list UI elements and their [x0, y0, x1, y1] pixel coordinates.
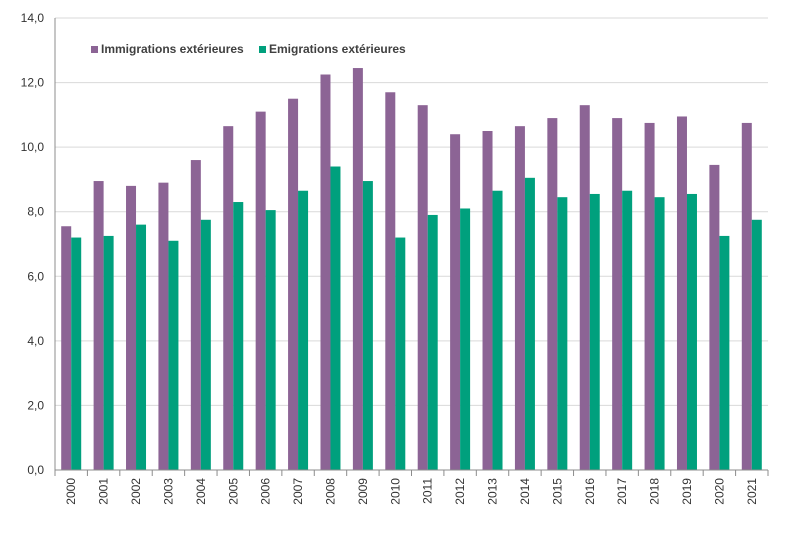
bar-emigrations-2008	[330, 166, 341, 470]
bar-emigrations-2014	[524, 177, 535, 471]
bar-emigrations-2011	[427, 214, 438, 470]
bar-emigrations-2003	[168, 240, 179, 470]
x-tick-label: 2009	[356, 478, 370, 505]
bar-emigrations-2016	[589, 193, 600, 470]
bar-emigrations-2002	[136, 224, 147, 470]
bar-immigrations-2008	[320, 74, 331, 470]
y-tick-label: 4,0	[27, 334, 44, 348]
x-tick-label: 2010	[388, 478, 402, 505]
legend-label-emigrations: Emigrations extérieures	[269, 42, 406, 56]
bar-immigrations-2016	[579, 105, 590, 471]
bar-immigrations-2015	[547, 118, 558, 470]
bar-immigrations-2005	[223, 126, 234, 471]
bar-emigrations-2007	[298, 190, 309, 470]
bar-emigrations-2020	[719, 235, 730, 470]
x-tick-label: 2006	[259, 478, 273, 505]
axes: 0,0 2,0 4,0 6,0 8,0 10,0 12,0 14,0 2000 2001 2002 2…	[21, 11, 769, 505]
bar-immigrations-2019	[676, 116, 687, 470]
bar-immigrations-2009	[352, 68, 363, 471]
x-tick-label: 2021	[745, 478, 759, 505]
bar-emigrations-2009	[362, 181, 373, 471]
bar-immigrations-2001	[93, 181, 104, 471]
x-tick-label: 2011	[421, 478, 435, 504]
legend: Immigrations extérieures Emigrations ext…	[91, 42, 406, 56]
legend-swatch-emigrations	[259, 46, 266, 53]
legend-swatch-immigrations	[91, 46, 98, 53]
bar-emigrations-2015	[557, 197, 568, 470]
bar-immigrations-2014	[514, 126, 525, 471]
bar-emigrations-2013	[492, 190, 503, 470]
y-tick-label: 14,0	[21, 11, 45, 25]
y-tick-label: 10,0	[21, 140, 45, 154]
bar-immigrations-2018	[644, 122, 655, 470]
x-tick-label: 2017	[615, 478, 629, 505]
legend-label-immigrations: Immigrations extérieures	[101, 42, 244, 56]
bar-immigrations-2010	[385, 92, 396, 470]
bar-immigrations-2002	[126, 185, 137, 470]
bar-immigrations-2021	[741, 122, 752, 470]
bar-immigrations-2004	[190, 160, 201, 471]
y-tick-label: 12,0	[21, 76, 45, 90]
bar-immigrations-2011	[417, 105, 428, 471]
x-tick-label: 2015	[550, 478, 564, 505]
x-tick-label: 2013	[486, 478, 500, 505]
bar-emigrations-2012	[460, 208, 471, 470]
x-tick-label: 2004	[194, 478, 208, 505]
bar-emigrations-2019	[686, 193, 697, 470]
x-tick-label: 2007	[291, 478, 305, 505]
bar-emigrations-2006	[265, 210, 276, 470]
y-tick-label: 0,0	[27, 463, 44, 477]
bar-immigrations-2017	[612, 118, 623, 470]
bar-immigrations-2000	[61, 226, 72, 470]
bar-emigrations-2021	[751, 219, 762, 470]
bars	[61, 68, 762, 471]
bar-emigrations-2018	[654, 197, 665, 470]
bar-emigrations-2001	[103, 235, 114, 470]
x-tick-label: 2000	[64, 478, 78, 505]
bar-emigrations-2000	[71, 237, 82, 470]
x-tick-label: 2005	[226, 478, 240, 505]
bar-immigrations-2012	[450, 134, 461, 470]
bar-immigrations-2013	[482, 131, 493, 470]
x-tick-label: 2016	[583, 478, 597, 505]
x-tick-label: 2019	[680, 478, 694, 505]
x-tick-label: 2014	[518, 478, 532, 505]
y-tick-label: 2,0	[27, 398, 44, 412]
x-tick-label: 2002	[129, 478, 143, 505]
bar-immigrations-2003	[158, 182, 169, 470]
bar-emigrations-2010	[395, 237, 406, 470]
bar-immigrations-2006	[255, 111, 266, 470]
x-tick-label: 2012	[453, 478, 467, 505]
bar-emigrations-2005	[233, 202, 244, 470]
bar-immigrations-2007	[288, 98, 299, 470]
x-tick-label: 2008	[323, 478, 337, 505]
bar-emigrations-2017	[622, 190, 633, 470]
y-tick-label: 6,0	[27, 269, 44, 283]
bar-immigrations-2020	[709, 164, 720, 470]
x-tick-label: 2001	[97, 478, 111, 505]
x-tick-label: 2018	[648, 478, 662, 505]
x-tick-label: 2020	[712, 478, 726, 505]
bar-emigrations-2004	[200, 219, 211, 470]
y-tick-label: 8,0	[27, 205, 44, 219]
x-tick-label: 2003	[161, 478, 175, 505]
